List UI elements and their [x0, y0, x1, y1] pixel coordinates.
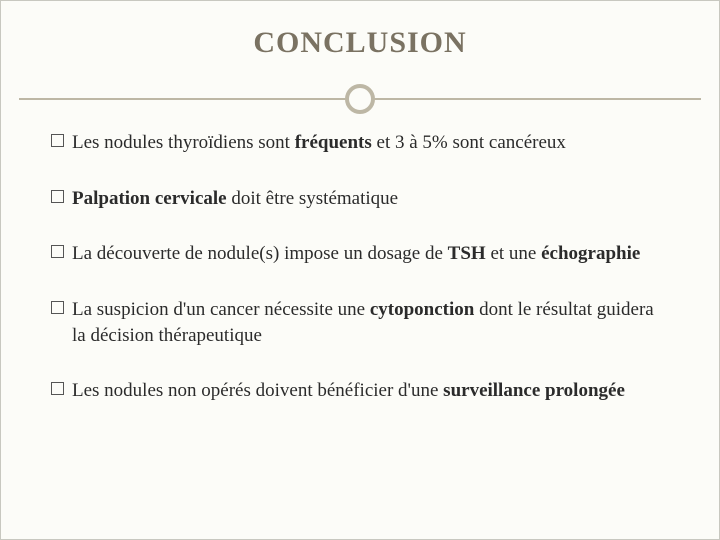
bullet-item: Les nodules thyroïdiens sont fréquents e…: [51, 130, 669, 156]
square-bullet-icon: [51, 245, 64, 258]
bullet-item: Palpation cervicale doit être systématiq…: [51, 186, 669, 212]
divider-circle-icon: [345, 84, 375, 114]
bullet-text: La suspicion d'un cancer nécessite une c…: [72, 297, 669, 348]
slide-title: CONCLUSION: [1, 1, 719, 78]
square-bullet-icon: [51, 301, 64, 314]
slide-container: CONCLUSION Les nodules thyroïdiens sont …: [0, 0, 720, 540]
square-bullet-icon: [51, 190, 64, 203]
bullet-text: Les nodules non opérés doivent bénéficie…: [72, 378, 669, 404]
bullet-item: Les nodules non opérés doivent bénéficie…: [51, 378, 669, 404]
square-bullet-icon: [51, 134, 64, 147]
bullet-text: Les nodules thyroïdiens sont fréquents e…: [72, 130, 669, 156]
bullet-text: Palpation cervicale doit être systématiq…: [72, 186, 669, 212]
bullet-item: La suspicion d'un cancer nécessite une c…: [51, 297, 669, 348]
bullet-item: La découverte de nodule(s) impose un dos…: [51, 241, 669, 267]
bullet-text: La découverte de nodule(s) impose un dos…: [72, 241, 669, 267]
slide-body: Les nodules thyroïdiens sont fréquents e…: [1, 122, 719, 404]
title-divider: [1, 78, 719, 122]
square-bullet-icon: [51, 382, 64, 395]
